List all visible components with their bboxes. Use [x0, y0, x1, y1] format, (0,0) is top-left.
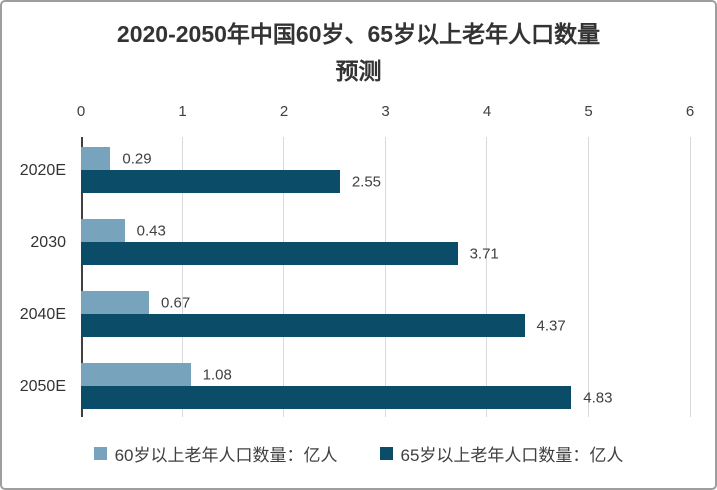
bar-value-2050E-series1: 4.83	[583, 389, 613, 406]
bar-value-2040E-series0: 0.67	[161, 294, 191, 311]
bar-2050E-series0	[81, 363, 191, 386]
bar-2030-series0	[81, 219, 125, 242]
bar-line-2020E-series1: 2.55	[81, 170, 690, 193]
x-tick-label-4: 4	[482, 103, 492, 120]
bar-value-2040E-series1: 4.37	[536, 317, 566, 334]
bar-2040E-series1	[81, 314, 525, 337]
legend-label-60plus: 60岁以上老年人口数量：亿人	[114, 446, 338, 465]
gridline-3	[385, 137, 386, 417]
x-tick-label-2: 2	[279, 103, 289, 120]
category-label-2020E: 2020E	[19, 162, 66, 179]
bar-2050E-series1	[81, 386, 572, 409]
chart-title-line2: 预测	[335, 58, 382, 84]
bar-line-2020E-series0: 0.29	[81, 147, 690, 170]
bar-value-2020E-series1: 2.55	[351, 173, 382, 190]
category-label-2040E: 2040E	[19, 306, 66, 323]
legend: 60岁以上老年人口数量：亿人 65岁以上老年人口数量：亿人	[2, 441, 715, 466]
bar-value-2020E-series0: 0.29	[122, 150, 152, 167]
legend-label-65plus: 65岁以上老年人口数量：亿人	[400, 446, 624, 465]
x-axis-ticks: 0 1 2 3 4 5 6	[77, 103, 694, 127]
bar-value-2030-series1: 3.71	[469, 245, 499, 262]
x-tick-label-5: 5	[584, 103, 593, 120]
gridline-6	[689, 137, 691, 417]
legend-item-60plus: 60岁以上老年人口数量：亿人	[93, 441, 338, 466]
x-tick-label-6: 6	[685, 103, 695, 120]
bar-value-2050E-series0: 1.08	[202, 366, 232, 383]
chart-title-line1: 2020-2050年中国60岁、65岁以上老年人口数量	[116, 21, 601, 47]
category-label-2050E: 2050E	[19, 378, 66, 395]
bar-group-2040E: 2040E 0.67 4.37	[20, 273, 690, 345]
gridline-5	[588, 137, 589, 417]
bar-line-2050E-series1: 4.83	[81, 386, 690, 409]
gridline-4	[486, 137, 488, 417]
y-axis-line	[81, 137, 83, 417]
bar-line-2050E-series0: 1.08	[81, 363, 690, 386]
bar-line-2040E-series1: 4.37	[81, 314, 690, 337]
bar-group-2030: 2030 0.43 3.71	[30, 201, 690, 273]
x-tick-label-0: 0	[76, 103, 86, 120]
legend-swatch-60plus	[93, 447, 107, 460]
bar-group-2050E: 2050E 1.08 4.83	[20, 345, 690, 417]
plot-area: 2020E 0.29 2.55 2030 0.43 3.71 2040E 0.67 4.37 20…	[20, 129, 691, 417]
category-label-2030: 2030	[30, 234, 66, 251]
chart-title: 2020-2050年中国60岁、65岁以上老年人口数量 预测	[2, 16, 715, 90]
x-tick-label-1: 1	[178, 103, 187, 120]
bar-2040E-series0	[81, 291, 149, 314]
bar-2020E-series0	[81, 147, 111, 170]
gridline-2	[283, 137, 285, 417]
bar-2030-series1	[81, 242, 458, 265]
gridline-1	[181, 137, 183, 417]
bar-line-2030-series1: 3.71	[81, 242, 690, 265]
bar-line-2040E-series0: 0.67	[81, 291, 690, 314]
bar-group-2020E: 2020E 0.29 2.55	[20, 129, 690, 201]
bar-line-2030-series0: 0.43	[81, 219, 690, 242]
x-tick-label-3: 3	[381, 103, 390, 120]
bar-value-2030-series0: 0.43	[136, 222, 166, 239]
legend-swatch-65plus	[379, 447, 393, 460]
bar-2020E-series1	[81, 170, 340, 193]
legend-item-65plus: 65岁以上老年人口数量：亿人	[379, 441, 624, 466]
